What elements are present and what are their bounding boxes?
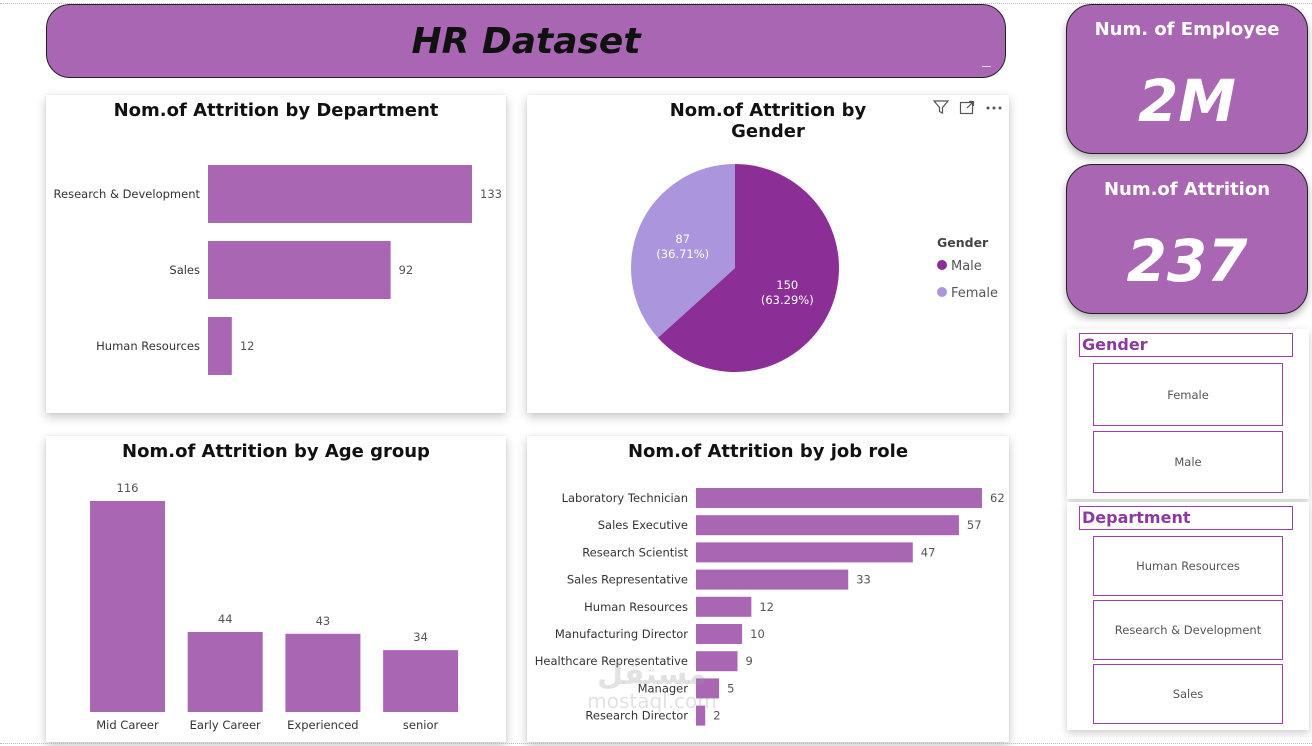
data-label-sales-executive: 57 (967, 518, 982, 532)
kpi-card-attrition: Num.of Attrition 237 (1066, 164, 1308, 314)
data-label-mid-career: 116 (117, 481, 139, 495)
category-label-sales-executive: Sales Executive (598, 518, 688, 532)
bar-research-scientist (696, 542, 913, 563)
data-label-sales-representative: 33 (856, 573, 871, 587)
pie-percent-label-male: (63.29%) (761, 293, 814, 307)
legend-label-female: Female (951, 286, 998, 301)
slicer-option-human-resources[interactable]: Human Resources (1093, 536, 1283, 596)
category-label-research-scientist: Research Scientist (582, 545, 688, 559)
category-label-mid-career: Mid Career (96, 718, 159, 732)
data-label-sales: 92 (399, 263, 414, 277)
category-label-sales: Sales (169, 263, 200, 277)
data-label-research-director: 2 (713, 709, 720, 723)
data-label-manufacturing-director: 10 (750, 627, 765, 641)
category-label-laboratory-technician: Laboratory Technician (562, 491, 688, 505)
data-label-research-scientist: 47 (921, 545, 936, 559)
focus-mode-icon[interactable] (959, 100, 975, 118)
gender-slicer: Gender Female Male (1067, 329, 1309, 499)
dashboard-title: HR Dataset (411, 20, 641, 62)
chart-title-department: Nom.of Attrition by Department (113, 100, 439, 121)
data-label-manager: 5 (727, 681, 734, 695)
dashboard-title-banner: HR Dataset (46, 4, 1006, 78)
category-label-healthcare-representative: Healthcare Representative (535, 654, 688, 668)
pie-slice-male (657, 164, 839, 372)
legend-marker-male (937, 260, 947, 270)
category-label-research-director: Research Director (585, 709, 688, 723)
legend-title: Gender (937, 235, 989, 250)
data-label-early-career: 44 (218, 612, 233, 626)
chart-card-age[interactable]: Nom.of Attrition by Age group 116 Mid Car… (46, 436, 506, 742)
data-label-healthcare-representative: 9 (746, 654, 753, 668)
bar-healthcare-representative (696, 651, 738, 672)
filter-icon[interactable] (932, 100, 950, 118)
category-label-senior: senior (403, 718, 439, 732)
pie-percent-label-female: (36.71%) (656, 247, 709, 261)
department-bar-chart: Research & Development 133 Sales 92 Human Re… (54, 165, 502, 375)
chart-title-gender: Nom.of Attrition by Gender (669, 100, 867, 142)
category-label-experienced: Experienced (287, 718, 358, 732)
chart-title-jobrole: Nom.of Attrition by job role (627, 441, 909, 462)
data-label-experienced: 43 (316, 614, 331, 628)
column-senior (383, 650, 459, 712)
bar-manager (696, 678, 720, 699)
kpi-label-employees: Num. of Employee (1094, 19, 1280, 40)
bottom-border (0, 743, 1312, 744)
slicer-option-research-development[interactable]: Research & Development (1093, 600, 1283, 660)
visual-header-icons (932, 100, 1003, 118)
bar-research-development (208, 165, 472, 223)
slicer-option-male[interactable]: Male (1093, 431, 1283, 493)
category-label-manufacturing-director: Manufacturing Director (555, 627, 688, 641)
category-label-research-development: Research & Development (54, 187, 201, 201)
data-label-senior: 34 (413, 630, 428, 644)
chart-card-gender[interactable]: Nom.of Attrition by Gender 150 (63.29%) 87… (527, 95, 1009, 413)
bar-sales-representative (696, 569, 849, 590)
column-experienced (285, 633, 361, 712)
bar-manufacturing-director (696, 624, 743, 644)
column-early-career (187, 631, 263, 712)
slicer-option-sales[interactable]: Sales (1093, 664, 1283, 724)
legend-label-male: Male (951, 259, 982, 274)
kpi-value-attrition: 237 (1126, 227, 1248, 295)
kpi-value-employees: 2M (1137, 67, 1237, 135)
bar-human-resources (696, 596, 752, 617)
column-mid-career (90, 501, 165, 712)
chart-card-department[interactable]: Nom.of Attrition by Department Research … (46, 95, 506, 413)
banner-mark (982, 66, 991, 67)
age-column-chart: 116 Mid Career 44 Early Career 43 Experienced… (90, 481, 459, 732)
kpi-card-employees: Num. of Employee 2M (1066, 4, 1308, 154)
bar-laboratory-technician (696, 488, 982, 508)
category-label-human-resources: Human Resources (584, 600, 688, 614)
gender-slicer-title: Gender (1079, 333, 1293, 357)
data-label-human-resources: 12 (759, 600, 774, 614)
jobrole-bar-chart: Laboratory Technician 62 Sales Executive 57… (535, 488, 1005, 726)
category-label-human-resources: Human Resources (96, 339, 200, 353)
chart-card-jobrole[interactable]: Nom.of Attrition by job role Laboratory … (527, 436, 1009, 742)
legend-marker-female (937, 287, 947, 297)
bar-research-director (696, 705, 706, 726)
bar-sales (208, 241, 391, 299)
category-label-early-career: Early Career (190, 718, 261, 732)
data-label-laboratory-technician: 62 (990, 491, 1005, 505)
kpi-label-attrition: Num.of Attrition (1103, 179, 1271, 200)
department-slicer-title: Department (1079, 506, 1293, 530)
slicer-option-female[interactable]: Female (1093, 363, 1283, 426)
category-label-manager: Manager (638, 681, 689, 695)
more-options-icon[interactable] (985, 100, 1003, 118)
data-label-research-development: 133 (480, 187, 502, 201)
department-slicer: Department Human Resources Research & De… (1067, 502, 1309, 730)
pie-value-label-female: 87 (675, 232, 690, 246)
chart-title-age: Nom.of Attrition by Age group (122, 441, 430, 462)
pie-slice-female (631, 164, 735, 338)
top-border (0, 0, 1312, 4)
pie-value-label-male: 150 (776, 278, 798, 292)
data-label-human-resources: 12 (240, 339, 255, 353)
bar-human-resources (208, 317, 232, 375)
category-label-sales-representative: Sales Representative (567, 573, 688, 587)
bar-sales-executive (696, 515, 959, 536)
gender-pie-chart: 150(63.29%) 87(36.71%) Gender Male Female (631, 164, 998, 372)
